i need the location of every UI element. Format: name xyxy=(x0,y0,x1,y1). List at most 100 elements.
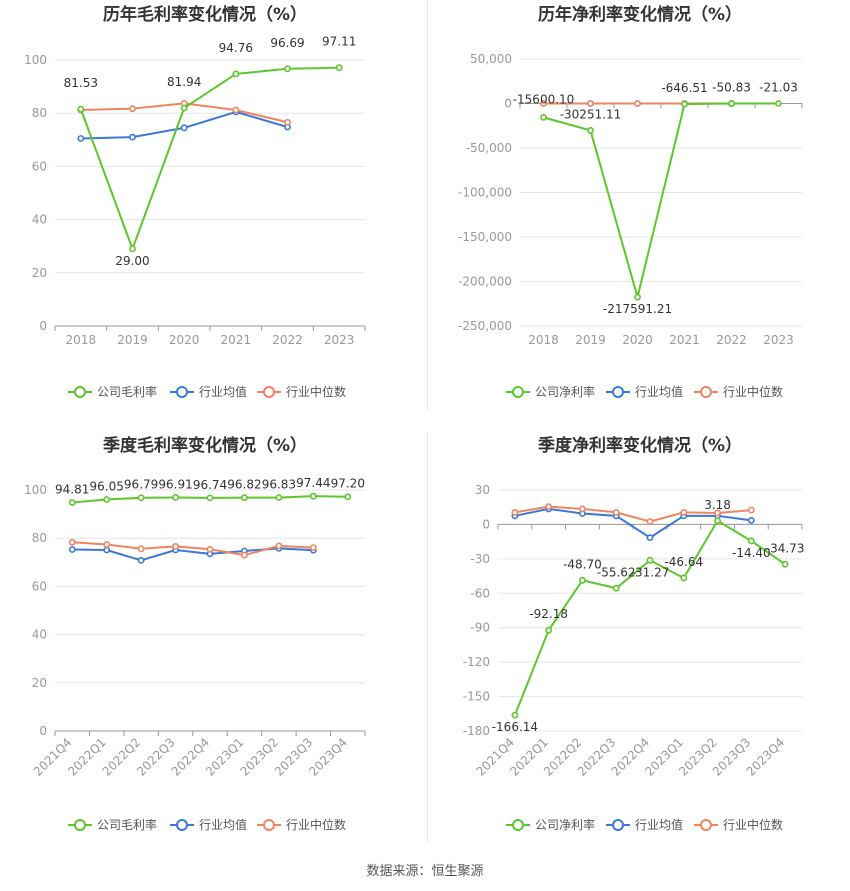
x-tick-label: 2020 xyxy=(622,333,653,347)
data-label: -31.27 xyxy=(631,565,670,579)
data-label: -50.83 xyxy=(712,81,751,95)
data-point-company xyxy=(275,494,283,502)
series-line-industry_median xyxy=(514,505,752,523)
data-point-company xyxy=(129,245,136,253)
data-point-industry_median xyxy=(587,100,594,107)
legend-label: 公司毛利率 xyxy=(97,817,157,832)
y-tick-label: -100,000 xyxy=(458,186,512,200)
x-tick-label: 2018 xyxy=(66,333,97,347)
legend-marker-industry_avg xyxy=(176,819,188,831)
y-tick-label: 80 xyxy=(32,106,47,120)
legend-label: 公司毛利率 xyxy=(97,384,157,399)
x-tick-label: 2021 xyxy=(221,333,252,347)
data-point-industry_median xyxy=(232,106,240,114)
y-tick-label: -250,000 xyxy=(458,319,512,333)
data-label: -14.40 xyxy=(732,546,771,560)
data-point-industry_median xyxy=(612,508,620,516)
data-label: -166.14 xyxy=(492,720,538,734)
y-tick-label: -180 xyxy=(463,724,490,738)
data-point-company xyxy=(77,105,85,113)
data-point-industry_avg xyxy=(137,556,145,564)
legend-marker-industry_median xyxy=(700,819,712,831)
data-label: -217591.21 xyxy=(603,302,672,316)
legend-marker-company xyxy=(74,386,86,398)
data-point-industry_median xyxy=(241,551,248,559)
y-tick-label: 20 xyxy=(32,266,47,280)
y-tick-label: -150 xyxy=(463,690,490,704)
x-tick-label: 2022 xyxy=(716,333,747,347)
legend-marker-company xyxy=(512,386,524,398)
data-point-industry_avg xyxy=(103,546,111,554)
chart-title: 季度毛利率变化情况（%） xyxy=(103,435,307,456)
data-point-company xyxy=(579,576,586,584)
data-point-company xyxy=(587,127,594,134)
vertical-divider-bottom xyxy=(427,432,428,842)
data-point-industry_avg xyxy=(747,517,755,524)
data-point-industry_avg xyxy=(129,133,136,141)
data-point-company xyxy=(681,100,688,108)
y-tick-label: -200,000 xyxy=(458,275,512,289)
series-line-industry_median xyxy=(72,541,314,557)
data-point-company xyxy=(335,64,343,72)
chart-title: 历年净利率变化情况（%） xyxy=(538,4,742,25)
y-tick-label: 0 xyxy=(504,97,512,111)
data-point-industry_median xyxy=(103,541,111,548)
data-label: -34.73 xyxy=(766,541,805,555)
chart-title: 季度净利率变化情况（%） xyxy=(538,435,742,456)
data-point-industry_median xyxy=(579,505,586,513)
data-point-company xyxy=(511,711,519,719)
data-point-industry_median xyxy=(309,544,317,551)
data-point-industry_median xyxy=(634,100,641,107)
x-tick-label: 2023 xyxy=(763,333,794,347)
legend-label: 行业中位数 xyxy=(286,384,346,399)
data-point-company xyxy=(728,100,735,107)
legend-marker-industry_avg xyxy=(176,386,188,398)
x-tick-label: 2023Q4 xyxy=(306,735,350,779)
data-label: 29.00 xyxy=(115,254,149,268)
x-tick-label: 2020 xyxy=(169,333,200,347)
legend-marker-industry_avg xyxy=(612,386,624,398)
data-point-industry_median xyxy=(68,538,76,546)
data-label: 94.76 xyxy=(219,41,253,55)
legend-label: 行业均值 xyxy=(199,384,247,399)
data-label: 96.91 xyxy=(158,477,192,491)
data-label: -46.64 xyxy=(664,555,703,569)
y-tick-label: 20 xyxy=(32,676,47,690)
data-label: 96.74 xyxy=(193,478,227,492)
y-tick-label: -50,000 xyxy=(466,141,512,155)
data-label: -92.18 xyxy=(529,607,568,621)
y-tick-label: 0 xyxy=(39,319,47,333)
data-point-industry_median xyxy=(714,509,721,517)
legend-label: 行业均值 xyxy=(199,817,247,832)
data-point-company xyxy=(241,494,248,502)
y-tick-label: 40 xyxy=(32,213,47,227)
series-line-company xyxy=(79,66,340,252)
data-label: -30251.11 xyxy=(560,107,622,121)
legend-marker-industry_median xyxy=(263,386,275,398)
data-point-company xyxy=(68,499,76,506)
x-tick-label: 2018 xyxy=(528,333,559,347)
data-point-company xyxy=(646,556,654,564)
legend-marker-industry_avg xyxy=(612,819,624,831)
y-tick-label: -90 xyxy=(470,621,490,635)
y-tick-label: 0 xyxy=(482,517,490,531)
data-point-company xyxy=(612,584,620,592)
legend-marker-company xyxy=(74,819,86,831)
data-point-industry_median xyxy=(511,508,519,516)
data-label: -646.51 xyxy=(661,81,707,95)
data-point-company xyxy=(747,537,755,545)
data-point-industry_median xyxy=(680,508,688,516)
data-label: 96.79 xyxy=(124,478,158,492)
legend-label: 行业中位数 xyxy=(286,817,346,832)
series-line-company xyxy=(543,102,779,302)
data-point-company xyxy=(172,494,179,501)
data-label: 97.11 xyxy=(322,35,356,49)
y-tick-label: -60 xyxy=(470,586,490,600)
data-point-company xyxy=(284,65,291,73)
data-point-company xyxy=(103,496,111,503)
legend-label: 公司净利率 xyxy=(535,817,595,832)
legend-label: 行业均值 xyxy=(635,384,683,399)
data-label: -21.03 xyxy=(759,81,798,95)
data-point-company xyxy=(545,626,553,634)
